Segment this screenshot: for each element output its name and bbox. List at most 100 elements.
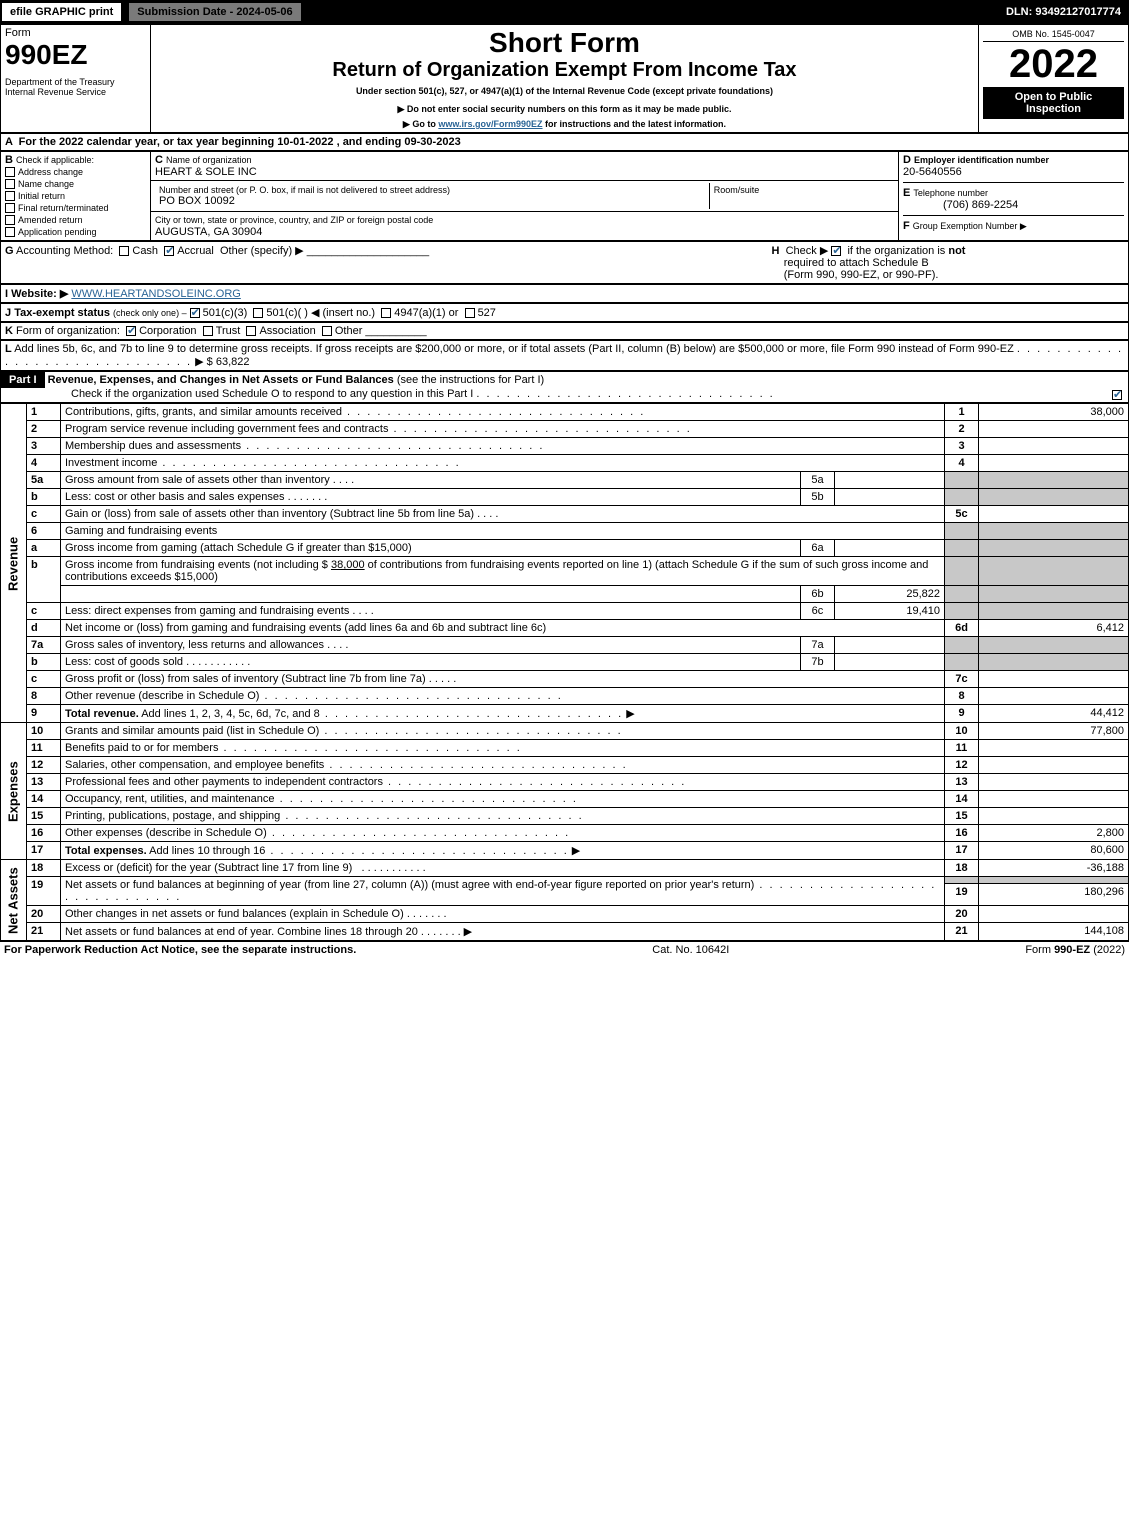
j-4947: 4947(a)(1) or [394, 307, 458, 319]
v16: 2,800 [979, 825, 1129, 842]
efile-label[interactable]: efile GRAPHIC print [0, 1, 123, 23]
t19: Net assets or fund balances at beginning… [65, 879, 754, 891]
t7c: Gross profit or (loss) from sales of inv… [65, 673, 426, 685]
dept-line1: Department of the Treasury [5, 77, 146, 87]
tax-year: 2022 [983, 42, 1124, 87]
chk-trust[interactable] [203, 326, 213, 336]
t7b: Less: cost of goods sold [65, 656, 183, 668]
chk-501c[interactable] [253, 308, 263, 318]
c20: 20 [945, 906, 979, 923]
n13: 13 [27, 774, 61, 791]
c5c: 5c [945, 506, 979, 523]
v3 [979, 438, 1129, 455]
opt-initial-return: Initial return [18, 191, 65, 201]
v12 [979, 757, 1129, 774]
c15: 15 [945, 808, 979, 825]
opt-application-pending: Application pending [18, 227, 97, 237]
city-label: City or town, state or province, country… [155, 215, 433, 225]
v11 [979, 740, 1129, 757]
v15 [979, 808, 1129, 825]
t4: Investment income [65, 457, 157, 469]
chk-other-org[interactable] [322, 326, 332, 336]
l-text: Add lines 5b, 6c, and 7b to line 9 to de… [14, 343, 1014, 355]
t15: Printing, publications, postage, and shi… [65, 810, 280, 822]
n15: 15 [27, 808, 61, 825]
t5c: Gain or (loss) from sale of assets other… [65, 508, 474, 520]
k-corp: Corporation [139, 325, 196, 337]
top-bar: efile GRAPHIC print Submission Date - 20… [0, 0, 1129, 24]
t8: Other revenue (describe in Schedule O) [65, 690, 259, 702]
title-return: Return of Organization Exempt From Incom… [155, 59, 974, 82]
irs-link[interactable]: www.irs.gov/Form990EZ [438, 119, 542, 129]
c19: 19 [945, 883, 979, 905]
v5c [979, 506, 1129, 523]
footer-mid: Cat. No. 10642I [652, 944, 729, 956]
c8: 8 [945, 688, 979, 705]
c17: 17 [945, 842, 979, 860]
t16: Other expenses (describe in Schedule O) [65, 827, 267, 839]
n21: 21 [27, 923, 61, 941]
chk-schedule-o[interactable] [1112, 390, 1122, 400]
h-text1: Check ▶ [786, 245, 829, 257]
n1: 1 [27, 404, 61, 421]
n10: 10 [27, 723, 61, 740]
b-label: Check if applicable: [16, 155, 94, 165]
n16: 16 [27, 825, 61, 842]
chk-final-return[interactable] [5, 203, 15, 213]
sub3-pre: ▶ Go to [403, 119, 438, 129]
chk-initial-return[interactable] [5, 191, 15, 201]
t18: Excess or (deficit) for the year (Subtra… [65, 862, 352, 874]
v19: 180,296 [979, 883, 1129, 905]
gross-receipts: 63,822 [216, 356, 250, 368]
t3: Membership dues and assessments [65, 440, 241, 452]
t5b: Less: cost or other basis and sales expe… [65, 491, 285, 503]
t12: Salaries, other compensation, and employ… [65, 759, 324, 771]
n9: 9 [27, 705, 61, 723]
c12: 12 [945, 757, 979, 774]
n11: 11 [27, 740, 61, 757]
v2 [979, 421, 1129, 438]
chk-cash[interactable] [119, 246, 129, 256]
chk-h[interactable] [831, 246, 841, 256]
chk-name-change[interactable] [5, 179, 15, 189]
chk-4947[interactable] [381, 308, 391, 318]
t17b: Add lines 10 through 16 [147, 845, 266, 857]
t21: Net assets or fund balances at end of ye… [65, 926, 418, 938]
j-note: (check only one) ‒ [113, 308, 187, 318]
section-net-assets: Net Assets [1, 860, 27, 941]
v6d: 6,412 [979, 620, 1129, 637]
open-inspection: Open to Public Inspection [983, 87, 1124, 119]
form-number: 990EZ [5, 39, 146, 71]
part-i-title2: (see the instructions for Part I) [397, 374, 544, 386]
n6c: c [27, 603, 61, 620]
n5a: 5a [27, 472, 61, 489]
c2: 2 [945, 421, 979, 438]
part-i-badge: Part I [1, 372, 45, 388]
n14: 14 [27, 791, 61, 808]
chk-501c3[interactable] [190, 308, 200, 318]
j-527: 527 [478, 307, 496, 319]
sub3-post: for instructions and the latest informat… [543, 119, 727, 129]
website-link[interactable]: WWW.HEARTANDSOLEINC.ORG [71, 288, 241, 300]
n12: 12 [27, 757, 61, 774]
c9: 9 [945, 705, 979, 723]
chk-accrual[interactable] [164, 246, 174, 256]
n6a: a [27, 540, 61, 557]
chk-application-pending[interactable] [5, 227, 15, 237]
subtitle-3: ▶ Go to www.irs.gov/Form990EZ for instru… [155, 119, 974, 130]
i-label: Website: ▶ [11, 288, 68, 300]
footer: For Paperwork Reduction Act Notice, see … [0, 941, 1129, 958]
chk-corp[interactable] [126, 326, 136, 336]
chk-assoc[interactable] [246, 326, 256, 336]
chk-address-change[interactable] [5, 167, 15, 177]
n17: 17 [27, 842, 61, 860]
chk-527[interactable] [465, 308, 475, 318]
d-label: Employer identification number [914, 155, 1049, 165]
t6d: Net income or (loss) from gaming and fun… [61, 620, 945, 637]
n7c: c [27, 671, 61, 688]
sc6c: 6c [800, 603, 834, 620]
sc5a: 5a [800, 472, 834, 489]
n18: 18 [27, 860, 61, 877]
chk-amended-return[interactable] [5, 215, 15, 225]
street-address: PO BOX 10092 [159, 195, 235, 207]
